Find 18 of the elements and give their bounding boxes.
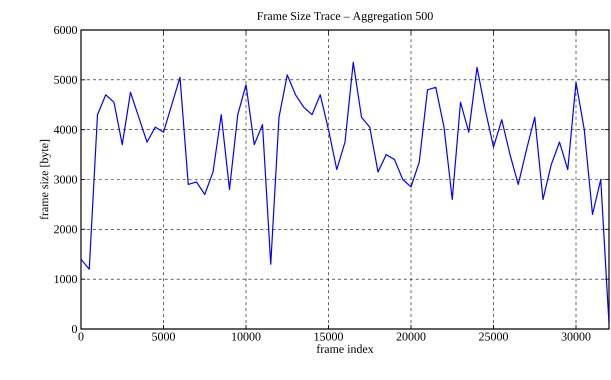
- x-tick-label: 25000: [479, 332, 508, 341]
- line-series: [81, 62, 610, 325]
- x-tick-label: 20000: [396, 332, 426, 341]
- x-tick-label: 10000: [232, 332, 260, 341]
- y-tick-label: 1000: [54, 275, 78, 284]
- x-tick-label: 5000: [152, 332, 175, 341]
- x-tick-label: 15000: [314, 332, 343, 341]
- y-axis-title: frame size [byte]: [40, 140, 51, 220]
- chart-title: Frame Size Trace – Aggregation 500: [257, 12, 433, 22]
- y-tick-label: 6000: [54, 26, 78, 34]
- x-tick-label: 0: [78, 332, 84, 341]
- x-tick-label: 30000: [562, 332, 590, 341]
- y-tick-label: 4000: [54, 126, 78, 134]
- y-tick-label: 3000: [54, 175, 78, 184]
- y-tick-label: 0: [72, 324, 78, 334]
- y-tick-label: 2000: [54, 225, 78, 234]
- y-tick-label: 5000: [54, 76, 78, 84]
- x-axis-title: frame index: [316, 344, 374, 353]
